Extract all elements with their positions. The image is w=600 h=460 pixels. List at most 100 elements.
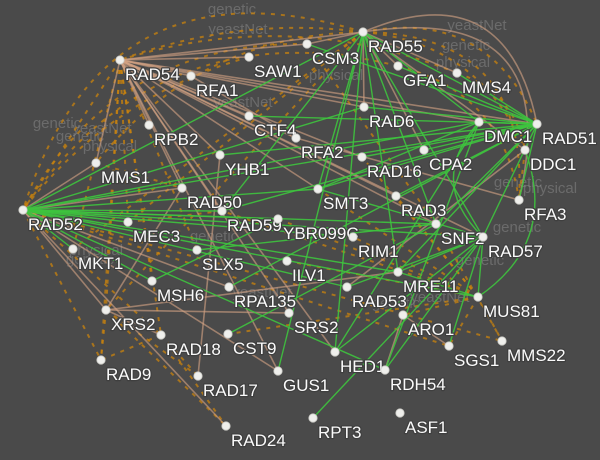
node-RAD52[interactable] bbox=[18, 205, 28, 215]
watermark-text: genetic bbox=[494, 174, 543, 191]
edge-RAD52-GUS1-physical bbox=[22, 209, 279, 372]
node-ILV1[interactable] bbox=[282, 256, 292, 266]
edge-RAD51-RAD59-green bbox=[221, 123, 538, 212]
edge-MUS81-ARO1-genetic bbox=[402, 296, 479, 316]
edge-RPA135-RAD51-green bbox=[228, 123, 538, 288]
node-HED1[interactable] bbox=[330, 347, 340, 357]
edge-RAD54-SNF2-physical bbox=[119, 59, 437, 225]
edge-DDC1-RFA3-genetic bbox=[518, 149, 526, 201]
node-GUS1[interactable] bbox=[273, 366, 283, 376]
node-DDC1[interactable] bbox=[520, 145, 530, 155]
node-label-DMC1: DMC1 bbox=[484, 127, 532, 146]
edge-RAD52-MKT1-green bbox=[22, 209, 74, 250]
node-ASF1[interactable] bbox=[395, 408, 405, 418]
node-SMT3[interactable] bbox=[313, 184, 323, 194]
node-RIM1[interactable] bbox=[348, 232, 358, 242]
node-MMS22[interactable] bbox=[497, 336, 507, 346]
edge-RAD51-YHB1-green bbox=[219, 123, 538, 156]
node-RAD50[interactable] bbox=[177, 183, 187, 193]
edge-RAD54-SLX5-genetic bbox=[119, 59, 198, 251]
node-MKT1[interactable] bbox=[68, 244, 78, 254]
node-RAD17[interactable] bbox=[193, 371, 203, 381]
node-RAD16[interactable] bbox=[357, 152, 367, 162]
edge-RAD52-MRE11-green bbox=[22, 209, 399, 273]
node-RAD59[interactable] bbox=[217, 206, 227, 216]
node-MSH6[interactable] bbox=[147, 276, 157, 286]
node-ARO1[interactable] bbox=[398, 310, 408, 320]
node-RPT3[interactable] bbox=[308, 413, 318, 423]
node-MEC3[interactable] bbox=[123, 217, 133, 227]
node-RDH54[interactable] bbox=[380, 365, 390, 375]
node-RAD53[interactable] bbox=[342, 282, 352, 292]
node-RAD24[interactable] bbox=[221, 421, 231, 431]
edge-RAD18-RAD24-genetic bbox=[160, 334, 227, 427]
node-YBR099C[interactable] bbox=[273, 214, 283, 224]
watermark-text: genetic bbox=[33, 115, 82, 132]
node-label-ASF1: ASF1 bbox=[405, 418, 448, 437]
watermark-text: genetic bbox=[66, 251, 115, 268]
node-MMS1[interactable] bbox=[91, 158, 101, 168]
edge-RAD51-MMS4-green bbox=[456, 72, 538, 125]
node-RAD18[interactable] bbox=[156, 330, 166, 340]
node-label-HED1: HED1 bbox=[340, 357, 385, 376]
edge-RAD55-MMS1-genetic bbox=[95, 31, 364, 164]
node-label-CTF4: CTF4 bbox=[254, 121, 297, 140]
node-SNF2[interactable] bbox=[431, 219, 441, 229]
edge-SAW1-RAD52-genetic bbox=[22, 56, 250, 211]
edge-RFA1-RFA2-physical bbox=[190, 75, 297, 139]
node-RFA2[interactable] bbox=[291, 133, 301, 143]
node-RAD57[interactable] bbox=[478, 232, 488, 242]
node-YHB1[interactable] bbox=[215, 150, 225, 160]
node-label-RAD17: RAD17 bbox=[203, 381, 258, 400]
node-RAD54[interactable] bbox=[115, 55, 125, 65]
node-RPB2[interactable] bbox=[144, 120, 154, 130]
node-CPA2[interactable] bbox=[419, 145, 429, 155]
watermark-text: genetic bbox=[442, 37, 491, 54]
node-RFA3[interactable] bbox=[514, 195, 524, 205]
node-label-SAW1: SAW1 bbox=[254, 62, 302, 81]
node-SRS2[interactable] bbox=[284, 308, 294, 318]
edge-MUS81-RIM1-genetic bbox=[352, 236, 479, 298]
edge-RAD54-MMS1-physical bbox=[95, 59, 121, 164]
node-SLX5[interactable] bbox=[192, 245, 202, 255]
node-label-GFA1: GFA1 bbox=[403, 71, 446, 90]
edge-DDC1-MUS81-green bbox=[477, 149, 536, 298]
node-RAD6[interactable] bbox=[359, 102, 369, 112]
node-CSM3[interactable] bbox=[302, 39, 312, 49]
node-XRS2[interactable] bbox=[101, 305, 111, 315]
node-label-RFA2: RFA2 bbox=[301, 143, 344, 162]
node-GFA1[interactable] bbox=[393, 61, 403, 71]
node-SGS1[interactable] bbox=[444, 341, 454, 351]
node-label-RAD18: RAD18 bbox=[166, 340, 221, 359]
node-DMC1[interactable] bbox=[474, 117, 484, 127]
node-RAD51[interactable] bbox=[532, 119, 542, 129]
edge-RAD52-RAD57-green bbox=[22, 209, 484, 238]
node-RAD55[interactable] bbox=[358, 27, 368, 37]
node-RPA135[interactable] bbox=[224, 282, 234, 292]
node-RFA1[interactable] bbox=[186, 71, 196, 81]
node-label-RAD50: RAD50 bbox=[187, 193, 242, 212]
edge-XRS2-RAD9-genetic bbox=[100, 309, 107, 361]
edge-RAD52-RDH54-green bbox=[22, 209, 386, 371]
node-RAD3[interactable] bbox=[391, 191, 401, 201]
edge-XRS2-RAD50-physical bbox=[105, 187, 183, 311]
edge-MUS81-MMS22-genetic bbox=[477, 296, 503, 342]
edge-DMC1-RAD57-green bbox=[452, 121, 484, 238]
node-label-MRE11: MRE11 bbox=[403, 277, 458, 296]
edge-RAD52-RPA135-physical bbox=[22, 209, 230, 288]
edge-RAD52-MSH6-green bbox=[22, 209, 153, 282]
node-label-SMT3: SMT3 bbox=[323, 194, 368, 213]
node-label-CST9: CST9 bbox=[233, 339, 276, 358]
node-MUS81[interactable] bbox=[473, 292, 483, 302]
node-MMS4[interactable] bbox=[452, 68, 462, 78]
node-label-GUS1: GUS1 bbox=[283, 376, 329, 395]
edge-RAD57-SMT3-green bbox=[317, 188, 484, 238]
node-CST9[interactable] bbox=[223, 329, 233, 339]
node-CTF4[interactable] bbox=[244, 111, 254, 121]
node-MRE11[interactable] bbox=[393, 267, 403, 277]
watermark-text: genetic bbox=[493, 219, 542, 236]
node-RAD9[interactable] bbox=[96, 355, 106, 365]
node-label-MUS81: MUS81 bbox=[483, 302, 540, 321]
node-SAW1[interactable] bbox=[244, 52, 254, 62]
node-label-MSH6: MSH6 bbox=[157, 286, 204, 305]
